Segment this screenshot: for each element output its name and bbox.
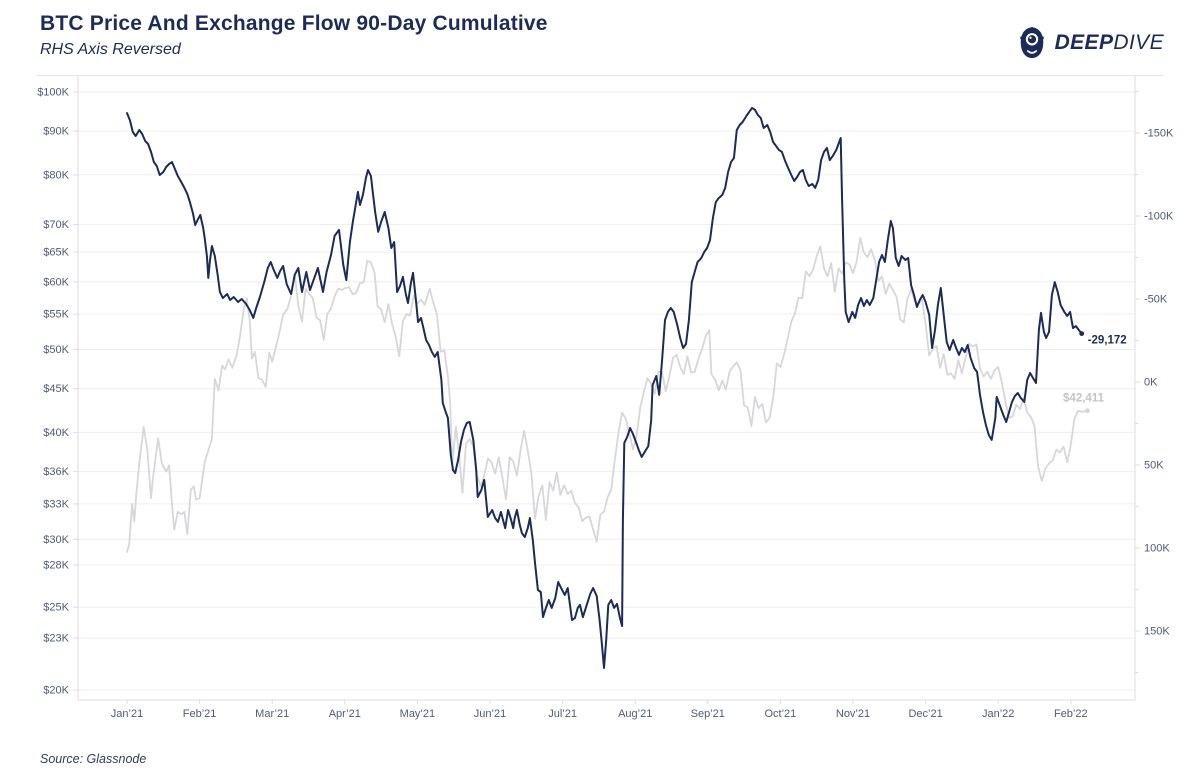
x-axis-label: Jan’21 xyxy=(111,708,143,720)
btc-price-end-dot xyxy=(1085,408,1090,414)
page-subtitle: RHS Axis Reversed xyxy=(40,41,181,58)
page-title: BTC Price And Exchange Flow 90-Day Cumul… xyxy=(40,12,548,35)
x-axis-label: Feb’21 xyxy=(183,708,217,720)
brand-logo: DEEPDIVE xyxy=(1017,26,1164,60)
right-axis-label: 0K xyxy=(1144,377,1158,389)
x-axis-label: Nov’21 xyxy=(836,708,870,720)
left-axis-label: $50K xyxy=(43,344,69,356)
brand-name: DEEPDIVE xyxy=(1054,31,1164,54)
exchange-flow-end-label: -29,172 xyxy=(1088,335,1127,347)
x-axis-label: Sep’21 xyxy=(691,708,725,720)
right-axis-label: 100K xyxy=(1144,543,1170,555)
left-axis-label: $90K xyxy=(43,126,69,138)
right-axis-label: -100K xyxy=(1144,211,1174,223)
right-axis-label: 50K xyxy=(1144,460,1164,472)
chart-header: BTC Price And Exchange Flow 90-Day Cumul… xyxy=(40,12,1164,68)
x-axis-label: Apr’21 xyxy=(329,708,361,720)
x-axis-label: May’21 xyxy=(400,708,435,720)
left-axis-label: $100K xyxy=(37,87,69,99)
left-axis-label: $28K xyxy=(43,560,69,572)
left-axis-label: $30K xyxy=(43,534,69,546)
left-axis-label: $55K xyxy=(43,309,69,321)
header-divider xyxy=(36,75,1164,76)
x-axis-label: Jul’21 xyxy=(548,708,577,720)
left-axis-label: $40K xyxy=(43,427,69,439)
right-axis-label: 150K xyxy=(1144,626,1170,638)
left-axis-label: $60K xyxy=(43,276,69,288)
btc-price-end-label: $42,411 xyxy=(1063,393,1105,405)
left-axis-label: $20K xyxy=(43,685,69,697)
right-axis-label: -150K xyxy=(1144,128,1174,140)
left-axis-label: $36K xyxy=(43,466,69,478)
x-axis-label: Oct’21 xyxy=(765,708,797,720)
diver-helmet-icon xyxy=(1019,26,1044,58)
left-axis-label: $45K xyxy=(43,383,69,395)
left-axis-label: $23K xyxy=(43,633,69,645)
left-axis-label: $33K xyxy=(43,498,69,510)
exchange-flow-end-dot xyxy=(1079,331,1085,336)
x-axis-label: Aug’21 xyxy=(618,708,652,720)
x-axis-label: Jan’22 xyxy=(982,708,1014,720)
x-axis-label: Feb’22 xyxy=(1054,708,1088,720)
x-axis-label: Jun’21 xyxy=(474,708,506,720)
x-axis-label: Dec’21 xyxy=(908,708,942,720)
source-note: Source: Glassnode xyxy=(40,752,147,766)
left-axis-label: $70K xyxy=(43,219,69,231)
series-btc-price xyxy=(126,237,1089,553)
right-axis-label: -50K xyxy=(1144,294,1168,306)
left-axis-label: $65K xyxy=(43,247,69,259)
series-exchange-flow xyxy=(126,106,1083,669)
left-axis-label: $80K xyxy=(43,169,69,181)
x-axis-label: Mar’21 xyxy=(255,708,289,720)
left-axis-label: $25K xyxy=(43,602,69,614)
